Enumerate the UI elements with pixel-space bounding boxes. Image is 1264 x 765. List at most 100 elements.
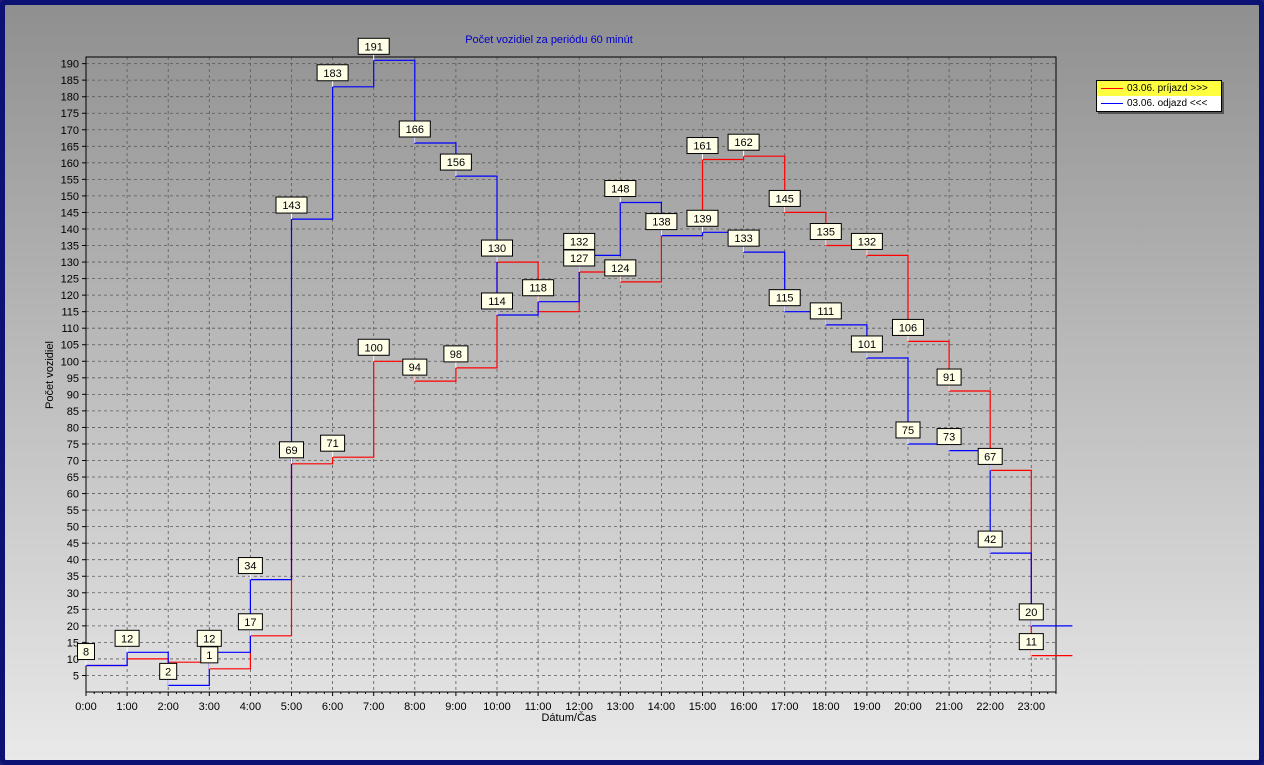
data-label-text: 94 [409,362,421,374]
series-layer [86,59,1073,686]
data-label-box [357,37,390,55]
data-label: 191 [357,37,390,61]
grid-layer [85,57,1056,692]
x-tick-label: 7:00 [363,701,384,713]
data-label-box [196,629,222,647]
data-label-box [892,318,924,336]
data-label-text: 75 [902,425,914,437]
data-label: 130 [481,239,513,263]
data-label: 132 [850,232,883,256]
data-label: 115 [768,289,801,312]
data-label-box [522,279,555,297]
data-label-box [279,441,304,459]
legend-swatch-departures [1101,103,1123,104]
data-label-box [275,196,308,214]
x-tick-label: 5:00 [281,701,302,713]
data-label: 98 [443,345,469,368]
y-tick-label: 75 [67,439,79,451]
data-label-box [77,643,95,661]
legend-swatch-arrivals [1101,88,1123,89]
data-label-box [402,358,428,376]
data-label-box [645,213,678,231]
y-tick-label: 65 [67,472,79,484]
data-label: 2 [159,662,178,686]
x-tick-label: 16:00 [730,701,758,713]
y-tick-label: 145 [61,207,79,219]
y-tick-label: 190 [61,59,79,71]
y-tick-label: 115 [61,307,79,319]
x-tick-label: 0:00 [75,701,96,713]
data-label-box [604,259,637,277]
y-tick-label: 20 [67,621,79,633]
data-label: 135 [809,223,842,246]
x-tick-label: 1:00 [116,701,137,713]
y-tick-label: 165 [61,141,79,153]
legend-label-arrivals: 03.06. príjazd >>> [1127,83,1208,94]
x-tick-label: 19:00 [853,701,881,713]
x-tick-label: 6:00 [322,701,343,713]
x-tick-label: 15:00 [689,701,717,713]
y-tick-label: 125 [61,274,79,286]
data-label-box [686,137,719,155]
axis-layer: 5 10 15 20 25 30 35 40 45 50 55 60 65 70 75 80 85 90 95 100… [61,56,1057,713]
legend-label-departures: 03.06. odjazd <<< [1127,98,1208,109]
y-tick-label: 155 [61,174,79,186]
step-line-chart: 5 10 15 20 25 30 35 40 45 50 55 60 65 70 75 80 85 90 95 100… [44,34,1073,724]
data-label: 42 [977,530,1003,554]
y-tick-label: 120 [61,290,79,302]
data-label-text: 162 [734,137,752,149]
data-label: 34 [237,557,263,580]
data-label: 118 [522,279,555,302]
data-label-text: 1 [206,650,212,662]
data-label: 132 [563,232,596,256]
data-label-text: 132 [570,236,588,248]
data-label-text: 118 [529,283,547,295]
y-tick-label: 80 [67,422,79,434]
data-label-text: 115 [776,293,794,305]
data-label-box [768,189,801,207]
data-label-text: 143 [282,200,300,212]
data-label: 1 [200,646,219,669]
x-tick-label: 9:00 [445,701,466,713]
data-label-box [237,557,263,575]
x-tick-label: 17:00 [771,701,799,713]
plot-area-frame [85,56,1057,693]
x-tick-label: 10:00 [483,701,511,713]
chart-title: Počet vozidiel za periódu 60 minút [465,34,633,46]
data-label-box [316,64,349,82]
y-tick-label: 55 [67,505,79,517]
data-label-box [850,335,883,353]
y-tick-label: 100 [61,356,79,368]
x-tick-label: 8:00 [404,701,425,713]
data-label-text: 111 [817,306,834,318]
series-line-departures [86,59,1073,686]
data-label-box [686,209,719,227]
data-label-box [439,153,472,171]
data-label-text: 12 [203,633,215,645]
data-label-text: 100 [365,342,383,354]
x-tick-label: 22:00 [976,701,1004,713]
data-label-box [977,447,1003,465]
data-label-text: 133 [734,233,752,245]
y-tick-label: 35 [67,571,79,583]
x-tick-label: 18:00 [812,701,840,713]
data-label-box [727,229,760,247]
data-label-text: 161 [693,141,711,153]
y-tick-label: 60 [67,489,79,501]
data-label-box [809,223,842,241]
data-label: 94 [402,358,428,382]
y-tick-label: 135 [61,241,79,253]
y-tick-label: 170 [61,125,79,137]
data-label-text: 101 [858,339,876,351]
legend: 03.06. príjazd >>> 03.06. odjazd <<< [1096,80,1222,112]
y-tick-label: 185 [61,75,79,87]
data-label: 12 [114,629,140,653]
y-tick-label: 130 [61,257,79,269]
y-tick-label: 50 [67,522,79,534]
data-label-text: 11 [1026,637,1037,649]
data-label-text: 145 [776,193,794,205]
data-label-text: 139 [693,213,711,225]
data-label: 138 [645,213,678,236]
legend-item-arrivals: 03.06. príjazd >>> [1097,81,1221,96]
data-label: 67 [977,447,1003,471]
